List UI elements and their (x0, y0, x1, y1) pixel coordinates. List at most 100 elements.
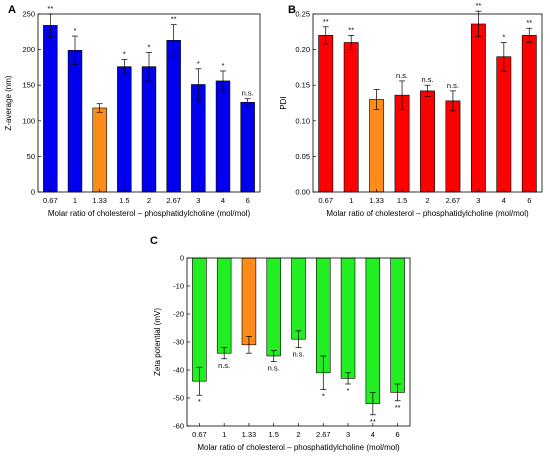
panel-c-bar (192, 257, 207, 382)
panel-c-bar (365, 257, 381, 404)
panel-c-x-tick-label: 1.33 (242, 430, 257, 439)
panel-c-significance-label: * (347, 386, 350, 395)
panel-a-significance-label: * (222, 61, 225, 70)
panel-b-y-tick-label: 0.25 (295, 10, 310, 19)
panel-a-significance-label: * (123, 50, 126, 59)
panel-b-y-tick-label: 0.20 (295, 45, 310, 54)
panel-c-y-tick-label: 0 (180, 254, 184, 263)
panel-b-significance-label: * (502, 32, 505, 41)
panel-c-x-tick-label: 1.5 (269, 430, 279, 439)
panel-a-bar (166, 40, 181, 193)
panel-a-bar (67, 50, 83, 193)
panel-a-x-tick-label: 1.5 (119, 196, 129, 205)
panel-a-x-tick-label: 2 (147, 196, 151, 205)
panel-b-x-tick-label: 3 (476, 196, 480, 205)
panel-b-bar (343, 42, 359, 193)
panel-c-y-tick-label: -20 (173, 310, 184, 319)
panel-c-y-tick-label: -30 (173, 338, 184, 347)
panel-b-x-tick-label: 1 (349, 196, 353, 205)
panel-c-chart: C*n.s. n.s.n.s.******-60-50-40-30-20-1000… (150, 235, 411, 452)
panel-b-significance-label: ** (475, 1, 481, 10)
panel-c-letter: C (150, 235, 158, 247)
panel-a-significance-label: * (74, 26, 77, 35)
panel-b-x-tick-label: 0.67 (318, 196, 333, 205)
panel-b-bar (496, 56, 512, 193)
panel-b-bar (369, 99, 385, 193)
panel-c-x-tick-label: 3 (346, 430, 350, 439)
panel-b-significance-label: ** (526, 18, 532, 27)
panel-a-bar (117, 66, 132, 193)
panel-a-y-tick-label: 50 (27, 152, 35, 161)
panel-a-significance-label: ** (47, 4, 53, 13)
panel-a-letter: A (8, 4, 16, 16)
panel-b-y-tick-label: 0.10 (295, 116, 310, 125)
panel-a-bar (43, 25, 58, 193)
panel-b-bar (445, 100, 461, 193)
panel-b-chart: B****n.s. n.s.n.s.*****0.000.050.100.150.… (279, 1, 543, 218)
panel-a-significance-label: * (148, 42, 151, 51)
panel-c-bar (266, 257, 281, 357)
panel-c-bar (241, 257, 257, 346)
panel-a-significance-label: n.s. (242, 89, 254, 98)
panel-c-x-axis-title: Molar ratio of cholesterol – phosphatidy… (197, 443, 400, 452)
panel-b-significance-label: n.s. (421, 75, 433, 84)
panel-a-bar (191, 84, 206, 193)
panel-b-x-tick-label: 4 (502, 196, 506, 205)
panel-b-bar (420, 90, 435, 193)
panel-c-bar (291, 257, 306, 340)
panel-b-x-tick-label: 6 (527, 196, 531, 205)
panel-c-bar (216, 257, 232, 354)
panel-c-bar (316, 257, 331, 374)
panel-a-x-tick-label: 6 (246, 196, 250, 205)
panel-a-y-tick-label: 150 (22, 81, 35, 90)
panel-a-y-axis-title: Z-average (nm) (4, 75, 13, 130)
panel-c-significance-label: ** (395, 403, 401, 412)
panel-b-y-tick-label: 0.05 (295, 152, 310, 161)
panel-a-y-tick-label: 0 (31, 188, 35, 197)
panel-a-y-tick-label: 250 (22, 10, 35, 19)
panel-c-significance-label: n.s. (292, 350, 304, 359)
panel-a-x-tick-label: 0.67 (43, 196, 58, 205)
panel-a-bar (215, 80, 231, 193)
panel-c-significance-label: n.s. (218, 361, 230, 370)
panel-b-significance-label: ** (323, 17, 329, 26)
panel-a-bar (240, 101, 255, 193)
panel-b-x-axis-title: Molar ratio of cholesterol – phosphatidy… (326, 209, 529, 218)
panel-a-y-tick-label: 200 (22, 45, 35, 54)
panel-c-significance-label: * (198, 397, 201, 406)
panel-b-letter: B (288, 4, 296, 16)
panel-b-y-axis-title: PDI (279, 96, 288, 109)
panel-c-x-tick-label: 6 (396, 430, 400, 439)
panel-b-significance-label: ** (348, 25, 354, 34)
panel-c-bar (340, 257, 356, 379)
panel-c-x-tick-label: 4 (371, 430, 375, 439)
panel-b-bar (318, 35, 334, 193)
panel-c-bar (390, 257, 405, 393)
panel-c-x-tick-label: 1 (222, 430, 226, 439)
panel-c-y-tick-label: -40 (173, 366, 184, 375)
panel-b-y-tick-label: 0.00 (295, 188, 310, 197)
panel-b-y-tick-label: 0.15 (295, 81, 310, 90)
panel-c-y-axis-title: Zeta potential (mV) (153, 308, 162, 376)
panel-a-significance-label: * (197, 59, 200, 68)
panel-c-y-tick-label: -60 (173, 422, 184, 431)
panel-c-significance-label: ** (370, 417, 376, 426)
panel-c-significance-label: * (322, 392, 325, 401)
panel-a-y-tick-label: 100 (22, 116, 35, 125)
panel-a-bar (141, 66, 157, 193)
panel-b-significance-label: n.s. (396, 71, 408, 80)
panel-c-x-tick-label: 2.67 (316, 430, 331, 439)
panel-c-x-tick-label: 2 (296, 430, 300, 439)
panel-c-y-tick-label: -50 (173, 394, 184, 403)
panel-a-significance-label: ** (171, 15, 177, 24)
panel-b-bar (470, 23, 486, 193)
panel-b-bar (521, 35, 537, 193)
panel-a-x-axis-title: Molar ratio of cholesterol – phosphatidy… (48, 209, 251, 218)
panel-b-x-tick-label: 2.67 (446, 196, 461, 205)
panel-c-significance-label: n.s. (268, 364, 280, 373)
panel-c-x-tick-label: 0.67 (192, 430, 207, 439)
panel-b-x-tick-label: 1.5 (397, 196, 407, 205)
panel-a-x-tick-label: 1 (73, 196, 77, 205)
